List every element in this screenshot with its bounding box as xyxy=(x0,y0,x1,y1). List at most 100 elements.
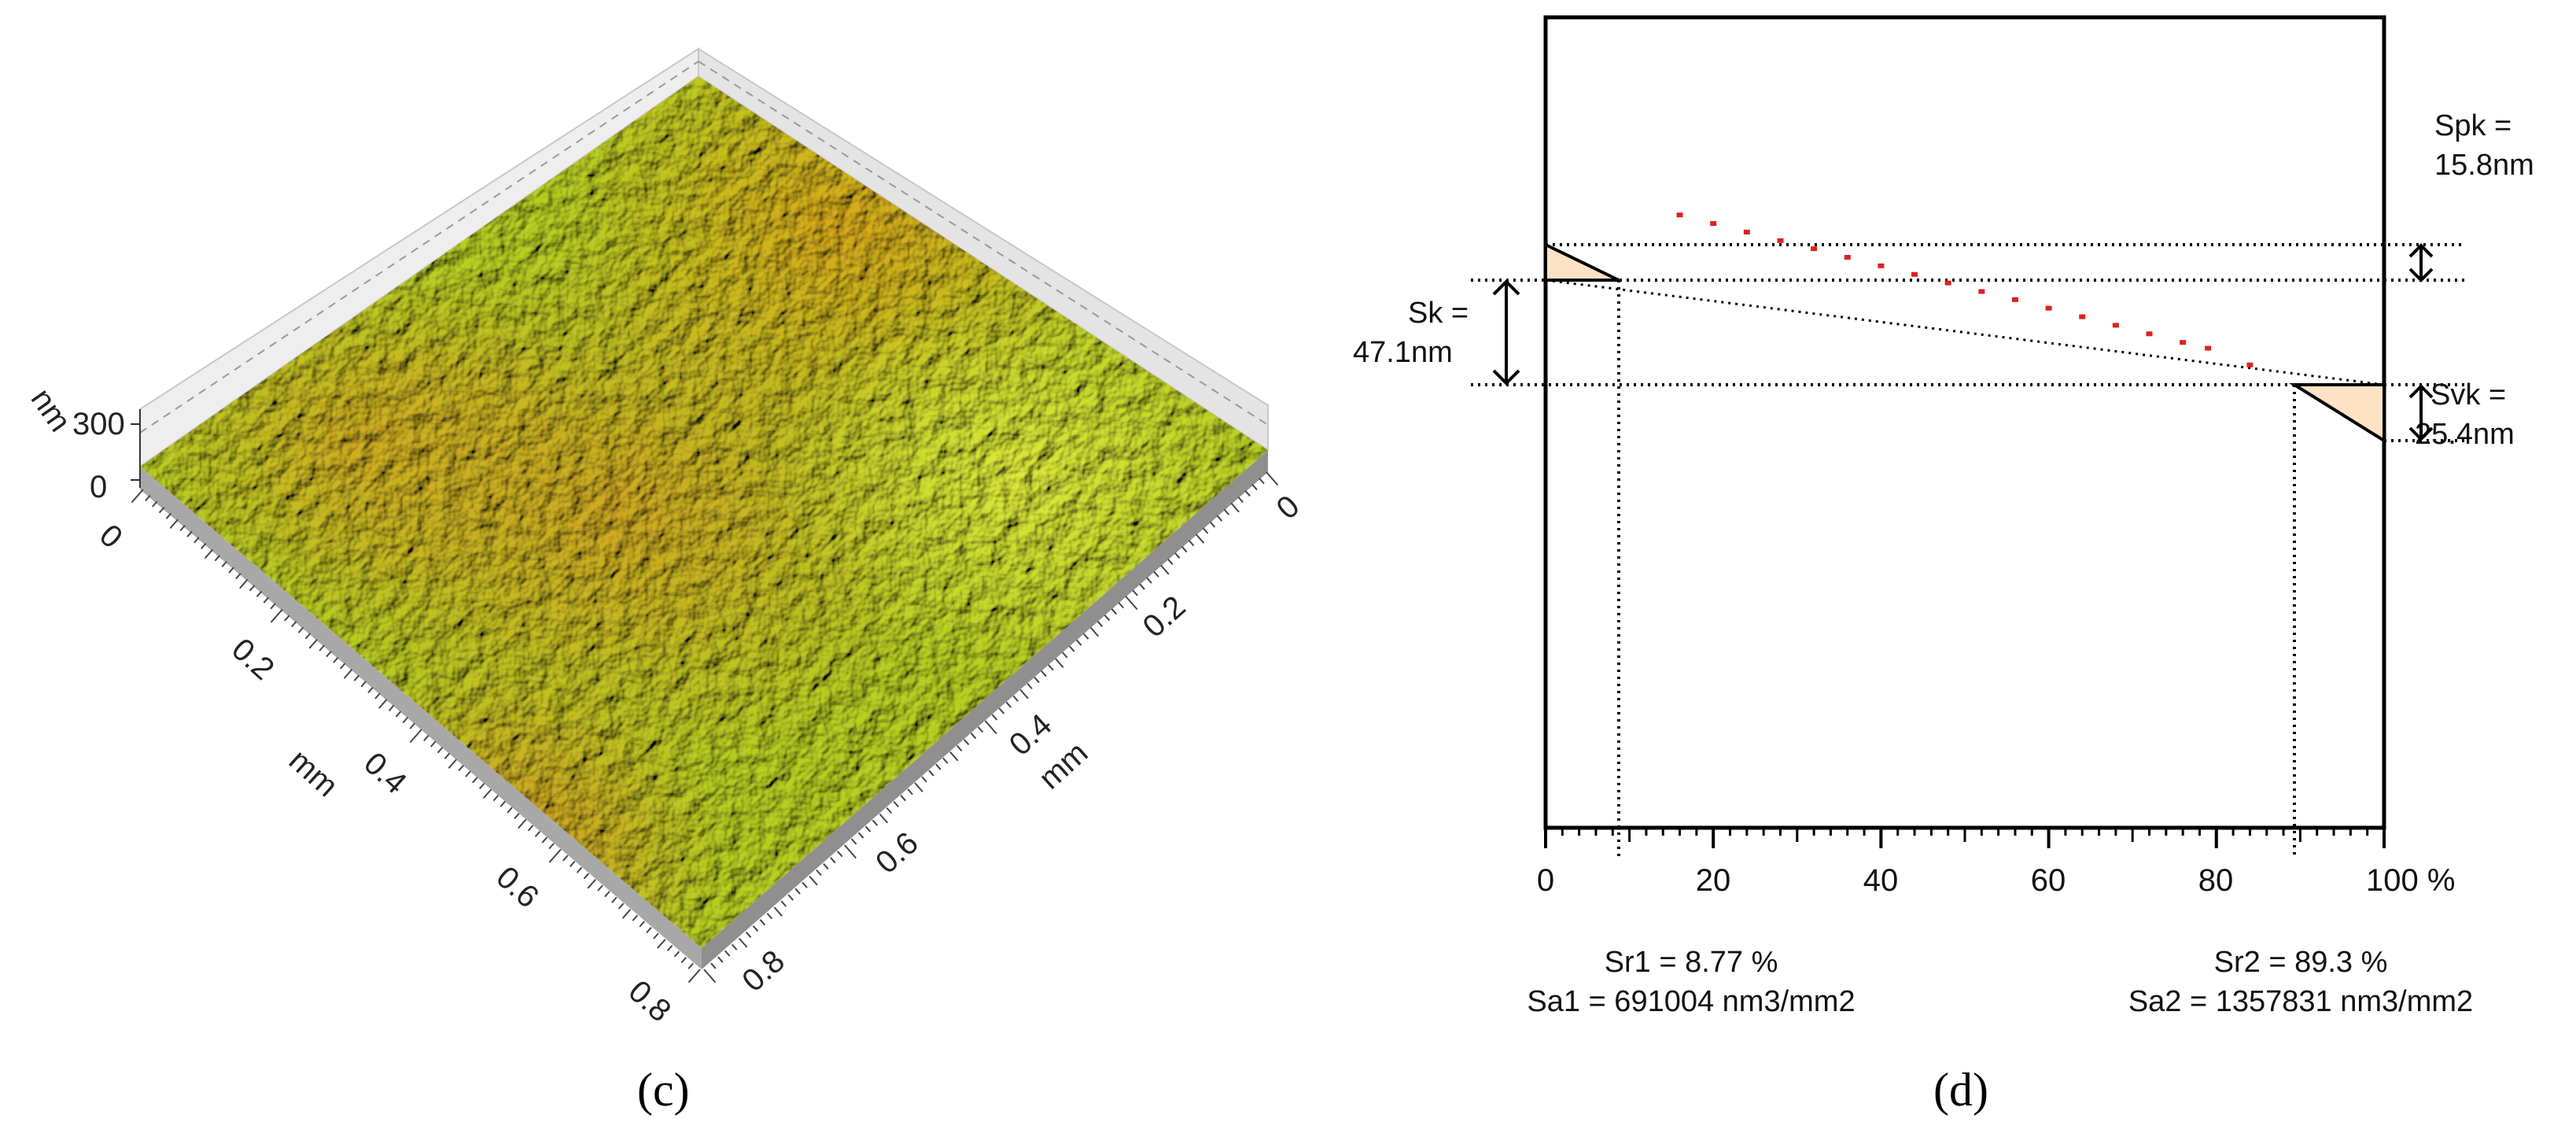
axis3d-tick xyxy=(360,681,367,688)
axis3d-tick xyxy=(773,906,783,917)
axis3d-tick xyxy=(1174,552,1181,559)
axis3d-tick xyxy=(437,747,444,754)
axis3d-tick xyxy=(353,674,360,681)
sk-label: Sk = xyxy=(1408,297,1469,330)
axis3d-tick xyxy=(794,888,801,895)
axis3d-tick xyxy=(409,729,422,744)
axis3d-tick xyxy=(458,765,464,772)
axis3d-tick xyxy=(666,944,673,951)
axis3d-tick xyxy=(802,881,808,888)
axis3d-tick xyxy=(673,951,680,958)
axis3d-tick xyxy=(724,950,731,957)
axis3d-tick xyxy=(597,884,603,892)
z-tick-300: 300 xyxy=(72,407,125,441)
axis3d-tick-label: 0.6 xyxy=(869,825,925,880)
axis3d-tick xyxy=(169,519,179,530)
axis3d-tick xyxy=(717,956,724,963)
axis3d-tick xyxy=(907,788,913,796)
axis3d-tick xyxy=(1251,484,1258,491)
bearing-point xyxy=(2112,323,2119,328)
axis3d-tick xyxy=(680,957,687,964)
axis3d-tick xyxy=(1146,577,1152,584)
axis3d-tick xyxy=(646,926,652,934)
axis3d-tick xyxy=(816,869,822,877)
axis3d-tick xyxy=(1266,471,1279,486)
axis3d-tick xyxy=(165,512,172,519)
axis3d-tick xyxy=(991,714,998,721)
axis3d-tick xyxy=(131,489,144,504)
axis3d-tick xyxy=(448,759,458,770)
abbott-curve-panel: 0 20 40 60 80 100 % Spk = 15.8nm Sk = 47… xyxy=(1353,15,2534,1116)
axis3d-tick xyxy=(239,578,249,589)
axis3d-tick xyxy=(388,704,395,711)
bearing-point xyxy=(1743,229,1750,234)
bearing-point xyxy=(1878,263,1885,268)
axis3d-tick xyxy=(478,782,485,790)
spk-arrow xyxy=(2408,243,2434,282)
axis3d-tick xyxy=(1005,701,1012,708)
axis3d-tick-label: 0 xyxy=(93,518,129,556)
axis3d-tick xyxy=(152,500,158,508)
bearing-point xyxy=(1944,280,1951,286)
axis3d-tick xyxy=(158,507,165,514)
axis3d-tick xyxy=(1062,652,1068,659)
axis3d-tick-label: 0.2 xyxy=(1137,589,1192,644)
axis3d-tick xyxy=(256,590,263,598)
axis3d-tick xyxy=(507,807,513,814)
axis3d-tick xyxy=(263,596,270,604)
axis3d-tick xyxy=(1012,695,1019,702)
axis3d-tick xyxy=(942,757,949,764)
axis3d-tick xyxy=(745,931,752,939)
bearing-point xyxy=(1710,221,1717,227)
side-wall-front-left xyxy=(140,467,702,969)
axis3d-tick xyxy=(879,813,889,824)
back-wall-gridline xyxy=(139,61,699,434)
z-tick-0: 0 xyxy=(90,470,107,504)
peak-area-triangle xyxy=(1544,242,1620,282)
axis3d-tick xyxy=(583,873,590,880)
axis3d-tick xyxy=(1075,639,1082,646)
bearing-point xyxy=(1811,246,1818,252)
axis3d-tick xyxy=(576,866,583,873)
axis3d-tick xyxy=(1259,478,1265,485)
axis3d-tick xyxy=(766,913,773,920)
axis3d-tick xyxy=(823,863,829,870)
axis3d-tick xyxy=(1096,620,1104,628)
axis3d-tick xyxy=(843,844,857,859)
axis3d-tick xyxy=(339,663,346,670)
axis3d-tick xyxy=(1104,615,1111,622)
axis3d-tick xyxy=(270,608,283,623)
axis3d-tick xyxy=(343,669,353,679)
axis3d-tick xyxy=(1244,490,1251,497)
axis3d-tick xyxy=(752,925,759,932)
x-tick-label-40: 40 xyxy=(1863,863,1899,898)
x-tick-label-100: 100 % xyxy=(2366,863,2455,898)
axis3d-tick xyxy=(499,800,506,807)
axis3d-tick xyxy=(1055,658,1064,668)
axis3d-tick xyxy=(145,494,151,502)
x-axis xyxy=(1544,828,2386,848)
axis3d-tick xyxy=(872,819,879,826)
surface-roughness xyxy=(140,76,1268,948)
axis3d-tick xyxy=(1223,508,1230,515)
axis3d-tick xyxy=(482,788,492,799)
bearing-point xyxy=(2079,314,2086,319)
axis3d-tick xyxy=(1118,602,1125,609)
axis3d-tick xyxy=(326,651,332,658)
bearing-point xyxy=(2011,297,2018,302)
axis3d-tick xyxy=(886,807,893,814)
surface-3d-panel: nm 300 0 00.20.40.60.8 00.20.40.60.8 mm … xyxy=(24,47,1306,1116)
axis3d-tick xyxy=(998,707,1005,714)
axis3d-tick xyxy=(632,914,639,921)
axis3d-tick xyxy=(374,692,381,700)
axis3d-tick-label: 0.2 xyxy=(225,632,281,687)
axis3d-tick xyxy=(611,896,617,903)
surface-texture xyxy=(140,76,1268,948)
axis3d-tick xyxy=(837,851,843,858)
axis3d-tick xyxy=(186,530,193,537)
x-tick-label-60: 60 xyxy=(2031,863,2066,898)
axis3d-tick xyxy=(200,542,207,550)
axis3d-tick-label: 0.4 xyxy=(357,746,413,801)
axis3d-tick xyxy=(249,585,256,592)
